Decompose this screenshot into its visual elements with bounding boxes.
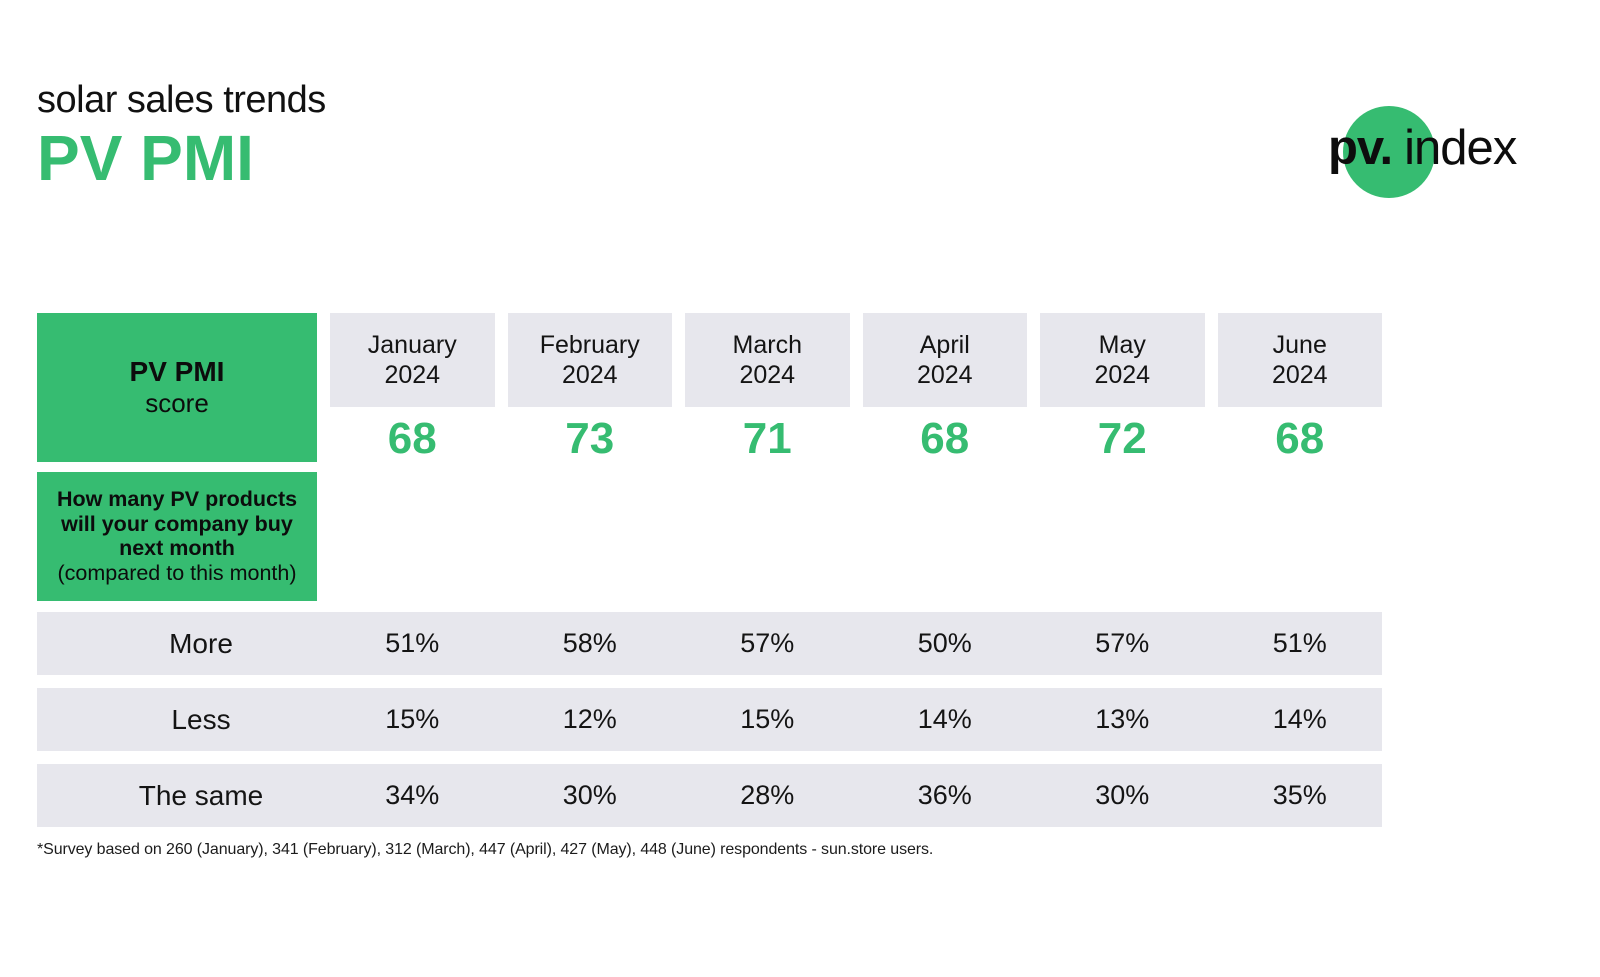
less-january: 15% (385, 704, 440, 734)
month-year: 2024 (916, 361, 973, 389)
row-label: The same (138, 779, 264, 811)
survey-footnote: *Survey based on 260 (January), 341 (Feb… (37, 841, 934, 858)
month-header-february: February 2024 (507, 313, 672, 407)
pv-pmi-score-subtitle: score (145, 387, 209, 418)
month-header-january: January 2024 (330, 313, 495, 407)
less-march: 15% (740, 704, 795, 734)
question-note: (compared to this month) (57, 560, 297, 585)
table-row-less: Less 15% 12% 15% 14% 13% 14% (37, 688, 1382, 751)
same-may: 30% (1095, 780, 1150, 810)
page-subtitle: solar sales trends (37, 79, 326, 121)
more-april: 50% (917, 628, 972, 658)
more-june: 51% (1272, 628, 1327, 658)
page-title-block: solar sales trends PV PMI (37, 79, 326, 194)
more-may: 57% (1095, 628, 1150, 658)
pmi-score-january: 68 (387, 413, 437, 463)
question-line: next month (119, 536, 235, 561)
table-row-more: More 51% 58% 57% 50% 57% 51% (37, 612, 1382, 675)
less-may: 13% (1095, 704, 1150, 734)
month-year: 2024 (1094, 361, 1151, 389)
same-june: 35% (1272, 780, 1327, 810)
pv-pmi-score-title: PV PMI (129, 356, 225, 388)
same-february: 30% (562, 780, 617, 810)
pmi-score-march: 71 (742, 413, 792, 463)
month-year: 2024 (1271, 361, 1328, 389)
logo-index-text: index (1404, 121, 1517, 175)
month-name: April (919, 330, 970, 359)
month-header-may: May 2024 (1040, 313, 1205, 407)
question-line: How many PV products (56, 487, 298, 512)
pmi-score-february: 73 (565, 413, 615, 463)
pv-index-logo: pv. index (1297, 103, 1567, 203)
pv-pmi-score-header: PV PMI score (37, 313, 317, 462)
month-name: March (732, 330, 802, 359)
less-april: 14% (917, 704, 972, 734)
logo-pv-text: pv. (1328, 121, 1393, 175)
table-row-the-same: The same 34% 30% 28% 36% 30% 35% (37, 764, 1382, 827)
month-year: 2024 (384, 361, 441, 389)
logo-text: pv. index (1328, 121, 1517, 175)
month-name: June (1272, 330, 1327, 359)
month-name: May (1098, 330, 1146, 359)
page-title: PV PMI (37, 121, 254, 194)
less-june: 14% (1272, 704, 1327, 734)
same-january: 34% (385, 780, 440, 810)
same-march: 28% (740, 780, 795, 810)
month-header-march: March 2024 (685, 313, 850, 407)
month-year: 2024 (739, 361, 796, 389)
survey-question-box: How many PV products will your company b… (37, 472, 317, 601)
month-year: 2024 (561, 361, 618, 389)
same-april: 36% (917, 780, 972, 810)
row-label: More (169, 627, 233, 659)
table-header-band: PV PMI score January 2024 February 2024 … (37, 313, 1382, 463)
pv-pmi-table: PV PMI score January 2024 February 2024 … (37, 313, 1382, 859)
month-header-april: April 2024 (862, 313, 1027, 407)
month-name: February (539, 330, 640, 359)
question-line: will your company buy (61, 511, 293, 536)
month-name: January (367, 330, 457, 359)
question-band: How many PV products will your company b… (37, 462, 1382, 601)
less-february: 12% (562, 704, 617, 734)
pmi-score-may: 72 (1097, 413, 1147, 463)
month-header-june: June 2024 (1217, 313, 1382, 407)
logo-green-circle-icon (1343, 106, 1435, 198)
more-march: 57% (740, 628, 795, 658)
pmi-score-april: 68 (920, 413, 970, 463)
more-january: 51% (385, 628, 440, 658)
row-label: Less (171, 703, 231, 735)
pmi-score-june: 68 (1275, 413, 1325, 463)
more-february: 58% (562, 628, 617, 658)
